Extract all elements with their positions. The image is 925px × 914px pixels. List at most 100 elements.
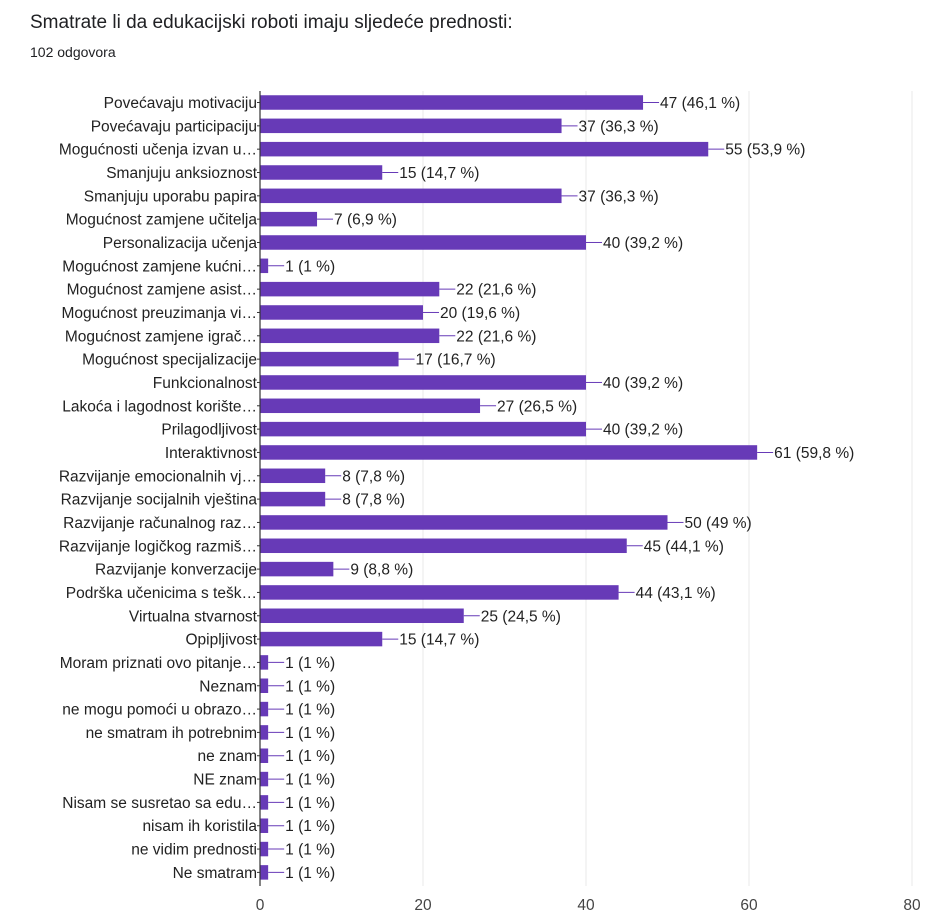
category-label: Razvijanje emocionalnih vj… xyxy=(59,468,257,485)
bar xyxy=(260,795,269,810)
bar xyxy=(260,141,709,157)
bar xyxy=(260,771,269,787)
bar xyxy=(260,515,668,530)
value-label: 1 (1 %) xyxy=(285,725,335,742)
category-label: Mogućnost zamjene asist… xyxy=(67,282,257,299)
category-label: Mogućnost preuzimanja vi… xyxy=(61,305,257,322)
value-label: 15 (14,7 %) xyxy=(399,632,479,649)
bar xyxy=(260,841,269,857)
bar xyxy=(260,421,586,437)
value-label: 50 (49 %) xyxy=(685,515,752,532)
bar xyxy=(260,468,326,484)
bar xyxy=(260,491,326,507)
category-label: Razvijanje računalnog raz… xyxy=(63,515,257,532)
value-label: 25 (24,5 %) xyxy=(481,608,561,625)
category-label: Mogućnost zamjene učitelja xyxy=(66,212,258,229)
category-label: Povećavaju motivaciju xyxy=(104,95,257,112)
bar xyxy=(260,328,440,344)
category-label: Podrška učenicima s tešk… xyxy=(66,585,257,602)
x-tick-label: 60 xyxy=(740,897,758,914)
x-tick-label: 80 xyxy=(903,897,921,914)
value-label: 1 (1 %) xyxy=(285,258,335,275)
bar xyxy=(260,678,269,693)
category-label: Smanjuju anksioznost xyxy=(106,165,257,182)
value-label: 7 (6,9 %) xyxy=(334,212,397,229)
value-label: 1 (1 %) xyxy=(285,865,335,882)
category-label: Neznam xyxy=(199,678,257,695)
bar xyxy=(260,118,562,134)
value-label: 44 (43,1 %) xyxy=(636,585,716,602)
value-label: 1 (1 %) xyxy=(285,655,335,672)
value-label: 1 (1 %) xyxy=(285,818,335,835)
value-label: 1 (1 %) xyxy=(285,702,335,719)
category-label: Interaktivnost xyxy=(165,445,258,462)
bar xyxy=(260,865,269,880)
category-label: Ne smatram xyxy=(173,865,257,882)
category-label: Opipljivost xyxy=(186,632,258,649)
value-label: 27 (26,5 %) xyxy=(497,398,577,415)
category-label: Smanjuju uporabu papira xyxy=(84,188,258,205)
category-label: Lakoća i lagodnost korište… xyxy=(62,398,257,415)
bar xyxy=(260,281,440,297)
category-label: Mogućnost zamjene igrač… xyxy=(65,328,257,345)
bar xyxy=(260,725,269,740)
bar xyxy=(260,701,269,717)
bar xyxy=(260,258,269,274)
value-label: 37 (36,3 %) xyxy=(579,188,659,205)
value-label: 45 (44,1 %) xyxy=(644,538,724,555)
category-label: nisam ih koristila xyxy=(142,818,257,835)
value-label: 61 (59,8 %) xyxy=(774,445,854,462)
category-label: Prilagodljivost xyxy=(161,422,257,439)
value-label: 55 (53,9 %) xyxy=(725,142,805,159)
category-label: ne vidim prednosti xyxy=(131,842,257,859)
category-label: Razvijanje logičkog razmiš… xyxy=(59,538,257,555)
category-label: ne mogu pomoći u obrazo… xyxy=(62,702,257,719)
bar xyxy=(260,585,619,600)
chart-title: Smatrate li da edukacijski roboti imaju … xyxy=(30,12,513,33)
value-label: 40 (39,2 %) xyxy=(603,375,683,392)
category-label: Mogućnost specijalizacije xyxy=(82,352,257,369)
category-label: Razvijanje socijalnih vještina xyxy=(61,492,258,509)
category-label: NE znam xyxy=(193,772,257,789)
bar xyxy=(260,305,423,320)
bar xyxy=(260,235,586,250)
value-label: 40 (39,2 %) xyxy=(603,235,683,252)
value-label: 40 (39,2 %) xyxy=(603,422,683,439)
axes: 0 20 40 60 80 xyxy=(256,91,921,914)
value-label: 1 (1 %) xyxy=(285,842,335,859)
bar xyxy=(260,631,383,647)
bar xyxy=(260,351,399,367)
category-label: Virtualna stvarnost xyxy=(129,608,258,625)
bar xyxy=(260,95,644,110)
x-tick-label: 20 xyxy=(414,897,432,914)
value-label: 37 (36,3 %) xyxy=(579,118,659,135)
labels: Povećavaju motivaciju 47 (46,1 %) Povećava… xyxy=(59,95,854,882)
bar xyxy=(260,538,627,554)
bar xyxy=(260,445,758,460)
bar xyxy=(260,398,481,414)
category-label: Funkcionalnost xyxy=(153,375,258,392)
category-label: Povećavaju participaciju xyxy=(91,118,257,135)
bar xyxy=(260,188,562,204)
category-label: Mogućnosti učenja izvan u… xyxy=(59,142,257,159)
value-label: 22 (21,6 %) xyxy=(456,328,536,345)
category-label: Nisam se susretao sa edu… xyxy=(62,795,257,812)
value-label: 22 (21,6 %) xyxy=(456,282,536,299)
value-label: 8 (7,8 %) xyxy=(342,468,405,485)
bar xyxy=(260,211,318,227)
value-label: 17 (16,7 %) xyxy=(416,352,496,369)
value-label: 20 (19,6 %) xyxy=(440,305,520,322)
bar xyxy=(260,561,334,577)
bar xyxy=(260,818,269,833)
category-label: Mogućnost zamjene kućni… xyxy=(62,258,257,275)
response-count: 102 odgovora xyxy=(30,44,116,60)
value-label: 1 (1 %) xyxy=(285,795,335,812)
value-label: 8 (7,8 %) xyxy=(342,492,405,509)
value-label: 1 (1 %) xyxy=(285,748,335,765)
category-label: Moram priznati ovo pitanje… xyxy=(60,655,257,672)
category-label: ne smatram ih potrebnim xyxy=(86,725,257,742)
bar xyxy=(260,655,269,670)
bar xyxy=(260,375,586,390)
category-label: Razvijanje konverzacije xyxy=(95,562,257,579)
